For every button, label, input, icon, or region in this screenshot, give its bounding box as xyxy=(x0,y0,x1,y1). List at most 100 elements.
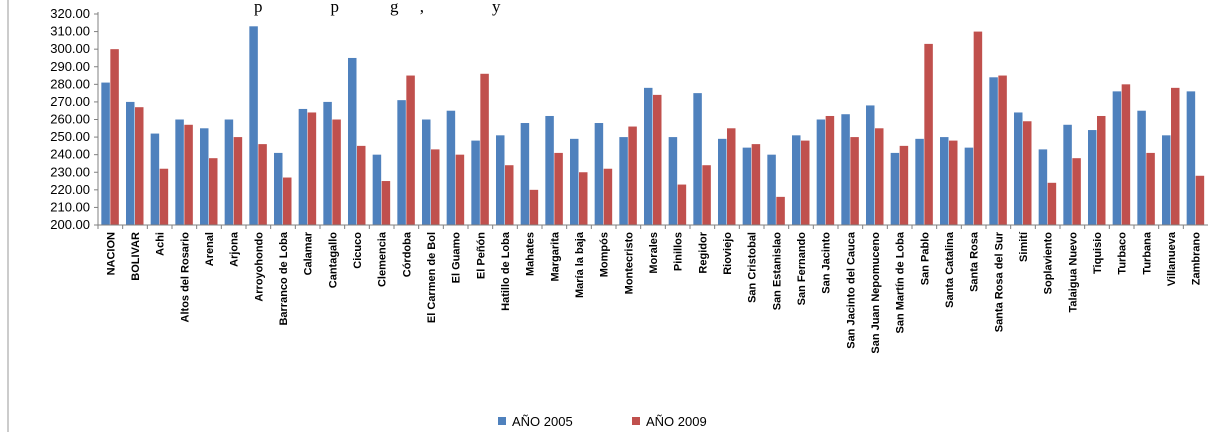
x-axis: NACION BOLIVAR Achi Altos del Rosario Arenal… xyxy=(97,224,1208,354)
x-tick-label: Arroyohondo xyxy=(253,232,265,302)
y-tick-label: 240.00 xyxy=(50,147,90,162)
bar-2005 xyxy=(718,138,727,225)
bar-2009 xyxy=(159,168,169,225)
bar-2005 xyxy=(594,123,604,225)
bar-2005 xyxy=(520,123,530,225)
bar-2009 xyxy=(1195,175,1205,225)
bar-2005 xyxy=(989,77,998,225)
bar-2005 xyxy=(644,87,653,225)
bar-2005 xyxy=(175,119,184,225)
bar-2009 xyxy=(579,172,588,225)
bar-2005 xyxy=(866,105,875,225)
bar-2009 xyxy=(1072,158,1081,225)
y-tick-label: 230.00 xyxy=(50,164,90,179)
bar-2009 xyxy=(899,145,909,225)
bar-2005 xyxy=(224,119,234,225)
x-tick-label: Achi xyxy=(155,232,167,256)
x-tick-label: San Estanislao xyxy=(771,232,783,311)
x-tick-label: Margarita xyxy=(549,231,561,281)
legend-label: AÑO 2009 xyxy=(646,414,707,429)
y-tick-label: 250.00 xyxy=(50,129,90,144)
bar-2005 xyxy=(1014,112,1023,225)
x-tick-label: Santa Catalina xyxy=(944,231,956,308)
bar-2009 xyxy=(875,128,884,225)
y-tick-label: 320.00 xyxy=(50,6,90,21)
bar-2005 xyxy=(200,128,209,225)
bar-2005 xyxy=(1038,149,1048,225)
bar-2009 xyxy=(653,94,662,225)
bar-2005 xyxy=(693,93,702,225)
bar-2009 xyxy=(751,144,761,225)
x-tick-label: Regidor xyxy=(697,231,709,273)
bar-2009 xyxy=(258,144,267,225)
bar-2009 xyxy=(801,140,810,225)
bar-2005 xyxy=(792,135,801,225)
bar-2005 xyxy=(101,82,110,225)
bar-2009 xyxy=(702,165,711,225)
bar-2009 xyxy=(825,115,835,225)
bar-2009 xyxy=(110,49,119,225)
bar-2009 xyxy=(505,165,514,225)
x-tick-label: San Pablo xyxy=(919,232,931,285)
cropped-header-text: p p g , y xyxy=(254,0,501,16)
x-tick-label: NACION xyxy=(105,232,117,275)
bar-2005 xyxy=(150,133,160,225)
x-tick-label: San Juan Nepomuceno xyxy=(870,232,882,354)
y-axis: 200.00 210.00 220.00 230.00 240.00 250.00 260.… xyxy=(50,6,99,232)
x-tick-label: San Fernando xyxy=(796,232,808,306)
bar-2009 xyxy=(209,158,218,225)
bar-2009 xyxy=(184,124,193,225)
bar-2005 xyxy=(816,119,826,225)
x-tick-label: Talaigua Nuevo xyxy=(1067,232,1079,313)
bar-2005 xyxy=(1112,91,1122,225)
bar-2005 xyxy=(940,137,949,225)
x-tick-label: Pinillos xyxy=(673,232,685,271)
bar-2005 xyxy=(619,137,628,225)
bar-2009 xyxy=(480,73,489,226)
bar-2009 xyxy=(924,43,933,226)
x-tick-label: Soplaviento xyxy=(1043,232,1055,295)
x-tick-label: Cicuco xyxy=(352,232,364,269)
x-tick-label: Rioviejo xyxy=(722,232,734,275)
bar-2009 xyxy=(727,128,736,225)
x-tick-label: Santa Rosa xyxy=(969,231,981,292)
x-tick-label: El Peñón xyxy=(475,232,487,279)
bar-2005 xyxy=(668,137,678,225)
bar-2005 xyxy=(742,147,752,225)
bar-2009 xyxy=(628,126,637,225)
bar-2005 xyxy=(126,101,135,225)
legend-swatch xyxy=(498,417,506,425)
bar-2005 xyxy=(471,140,480,225)
x-tick-label: Hatillo de Loba xyxy=(500,231,512,311)
bar-2005 xyxy=(915,138,924,225)
x-tick-label: Clemencia xyxy=(377,231,389,287)
x-tick-label: San Jacinto del Cauca xyxy=(845,231,857,349)
bar-2009 xyxy=(529,189,539,225)
x-tick-label: San Cristobal xyxy=(747,232,759,303)
bar-2005 xyxy=(767,154,776,225)
y-tick-label: 300.00 xyxy=(50,41,90,56)
x-tick-label: Arjona xyxy=(229,231,241,267)
bar-2005 xyxy=(545,115,554,225)
y-tick-label: 220.00 xyxy=(50,182,90,197)
bar-2005 xyxy=(422,119,431,225)
y-tick-label: 210.00 xyxy=(50,199,90,214)
bar-2005 xyxy=(890,152,900,225)
bar-2005 xyxy=(841,114,850,225)
x-tick-label: Simití xyxy=(1018,231,1030,262)
x-tick-label: Santa Rosa del Sur xyxy=(993,231,1005,332)
bar-2009 xyxy=(776,196,785,225)
x-tick-label: Montecristo xyxy=(623,232,635,295)
x-tick-label: Villanueva xyxy=(1166,231,1178,286)
x-tick-label: Cantagallo xyxy=(327,232,339,289)
bar-2009 xyxy=(949,140,958,225)
bar-2009 xyxy=(554,152,563,225)
x-tick-label: Turbaco xyxy=(1117,232,1129,275)
y-tick-label: 280.00 xyxy=(50,76,90,91)
x-tick-label: El Guamo xyxy=(451,232,463,284)
bar-2009 xyxy=(406,75,415,226)
bar-2005 xyxy=(348,57,357,226)
bar-2009 xyxy=(283,177,292,225)
bar-2009 xyxy=(1047,182,1057,225)
x-tick-label: Zambrano xyxy=(1191,232,1203,285)
